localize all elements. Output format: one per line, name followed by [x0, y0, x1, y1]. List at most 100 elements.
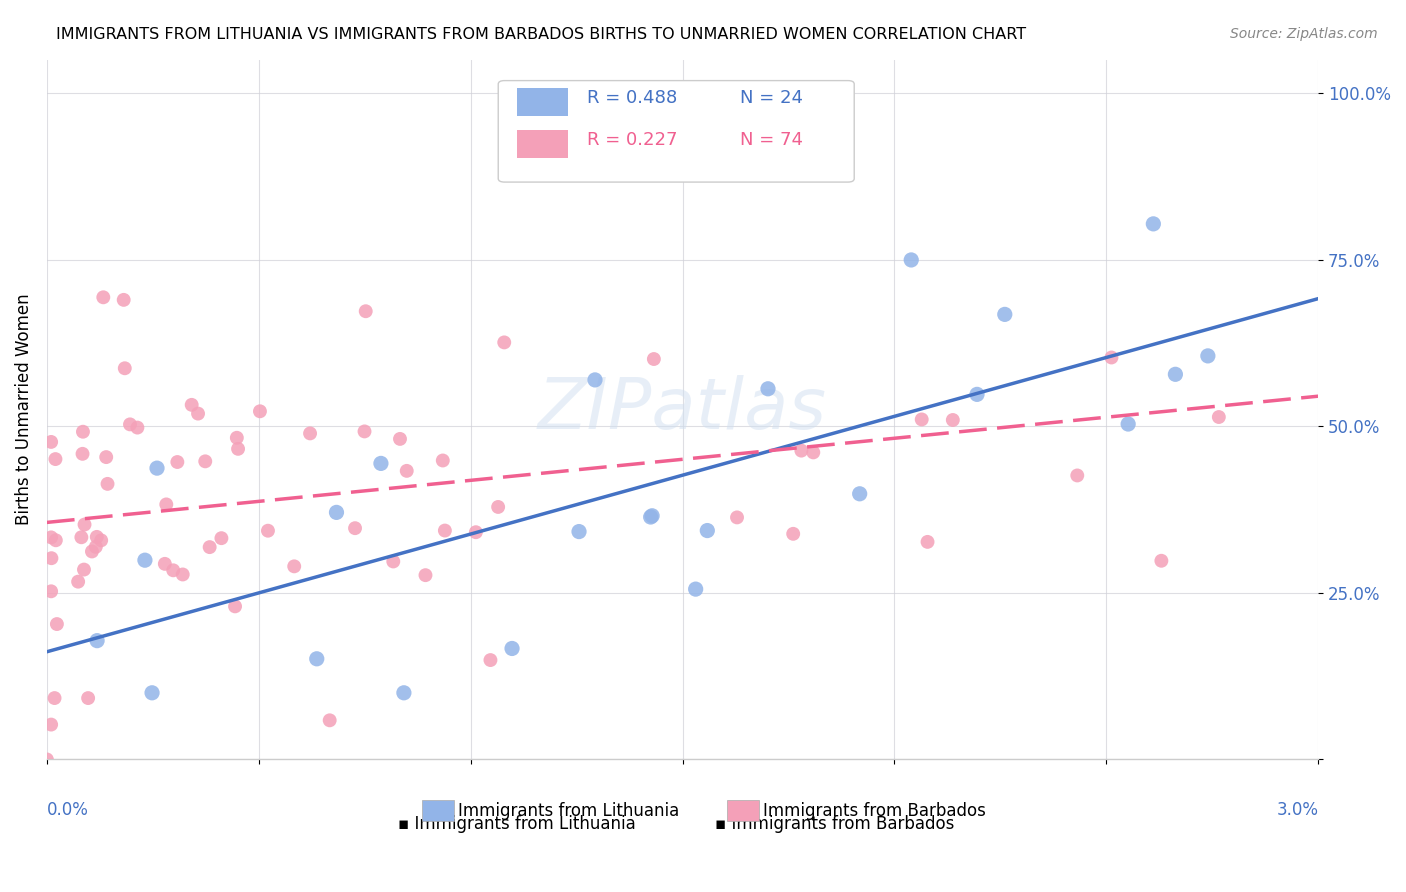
- Point: [568, 524, 591, 539]
- Point: [583, 373, 606, 387]
- Point: [91, 290, 114, 304]
- Point: [685, 582, 707, 596]
- Point: [153, 557, 176, 571]
- Point: [994, 307, 1017, 321]
- Point: [494, 335, 516, 350]
- Point: [911, 412, 934, 426]
- Point: [112, 293, 135, 307]
- Point: [283, 559, 305, 574]
- Point: [643, 351, 665, 366]
- Point: [392, 686, 415, 700]
- Point: [162, 563, 184, 577]
- Text: R = 0.488: R = 0.488: [588, 89, 678, 107]
- Point: [194, 454, 217, 468]
- Point: [73, 563, 96, 577]
- Point: [433, 524, 456, 538]
- Bar: [727, 800, 759, 821]
- Point: [942, 413, 965, 427]
- Text: R = 0.227: R = 0.227: [588, 131, 678, 149]
- Point: [1150, 554, 1173, 568]
- Point: [198, 540, 221, 554]
- Text: N = 74: N = 74: [740, 131, 803, 149]
- Point: [370, 457, 392, 471]
- Text: 3.0%: 3.0%: [1277, 801, 1319, 820]
- Text: ▪ Immigrants from Barbados: ▪ Immigrants from Barbados: [716, 815, 955, 833]
- Text: ▪ Immigrants from Lithuania: ▪ Immigrants from Lithuania: [398, 815, 636, 833]
- Point: [39, 530, 62, 544]
- Point: [1142, 217, 1164, 231]
- Point: [388, 432, 411, 446]
- Point: [318, 714, 340, 728]
- Point: [1164, 368, 1187, 382]
- Point: [155, 497, 177, 511]
- Y-axis label: Births to Unmarried Women: Births to Unmarried Women: [15, 293, 32, 525]
- Point: [86, 633, 108, 648]
- Point: [1066, 468, 1088, 483]
- Point: [900, 252, 922, 267]
- Point: [725, 510, 748, 524]
- Point: [96, 476, 118, 491]
- Bar: [422, 800, 454, 821]
- Point: [73, 517, 96, 532]
- Point: [224, 599, 246, 614]
- Point: [641, 508, 664, 523]
- Point: [134, 553, 156, 567]
- Point: [44, 691, 66, 706]
- Point: [172, 567, 194, 582]
- Point: [344, 521, 367, 535]
- Point: [45, 533, 67, 548]
- Point: [70, 530, 93, 544]
- Point: [225, 431, 247, 445]
- Text: 0.0%: 0.0%: [46, 801, 89, 820]
- Point: [127, 420, 149, 434]
- Point: [501, 641, 523, 656]
- Point: [80, 544, 103, 558]
- Point: [118, 417, 141, 432]
- Text: ZIPatlas: ZIPatlas: [538, 375, 827, 444]
- Point: [382, 554, 405, 568]
- FancyBboxPatch shape: [498, 80, 855, 182]
- Point: [39, 584, 62, 599]
- Text: Immigrants from Barbados: Immigrants from Barbados: [762, 802, 986, 820]
- Point: [1101, 351, 1123, 365]
- Point: [72, 425, 94, 439]
- Bar: [517, 87, 568, 116]
- Point: [114, 361, 136, 376]
- Point: [782, 526, 804, 541]
- Point: [432, 453, 454, 467]
- Point: [146, 461, 169, 475]
- Point: [1197, 349, 1219, 363]
- Point: [696, 524, 718, 538]
- Point: [544, 166, 567, 180]
- Point: [325, 505, 347, 519]
- Point: [90, 533, 112, 548]
- Point: [72, 447, 94, 461]
- Point: [305, 652, 328, 666]
- Point: [479, 653, 502, 667]
- Point: [226, 442, 249, 456]
- Point: [848, 487, 870, 501]
- Point: [917, 534, 939, 549]
- Point: [354, 304, 377, 318]
- Point: [44, 452, 66, 467]
- Point: [187, 407, 209, 421]
- Point: [1116, 417, 1139, 431]
- Point: [966, 387, 988, 401]
- Point: [180, 398, 202, 412]
- Point: [86, 530, 108, 544]
- Point: [299, 426, 322, 441]
- Point: [790, 443, 813, 458]
- Point: [628, 166, 651, 180]
- Text: Immigrants from Lithuania: Immigrants from Lithuania: [457, 802, 679, 820]
- Point: [166, 455, 188, 469]
- Point: [39, 434, 62, 449]
- Point: [801, 445, 824, 459]
- Text: IMMIGRANTS FROM LITHUANIA VS IMMIGRANTS FROM BARBADOS BIRTHS TO UNMARRIED WOMEN : IMMIGRANTS FROM LITHUANIA VS IMMIGRANTS …: [56, 27, 1026, 42]
- Point: [45, 617, 67, 632]
- Text: N = 24: N = 24: [740, 89, 803, 107]
- Point: [141, 686, 163, 700]
- Point: [84, 540, 107, 554]
- Point: [756, 382, 779, 396]
- Point: [353, 425, 375, 439]
- Point: [395, 464, 418, 478]
